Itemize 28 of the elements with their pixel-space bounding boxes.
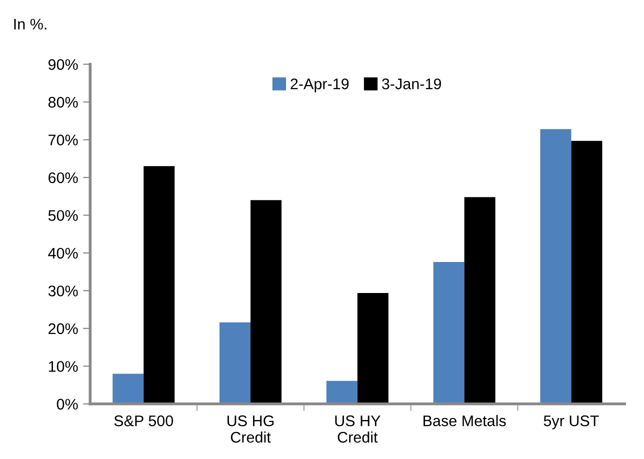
bar — [220, 322, 251, 404]
x-tick-label: 5yr UST — [544, 415, 599, 430]
bar — [326, 380, 358, 404]
y-tick-label: 40% — [48, 248, 78, 259]
y-tick-label: 80% — [48, 96, 78, 108]
bar — [540, 129, 572, 404]
bar — [250, 200, 282, 404]
y-tick-label: 0% — [56, 398, 78, 410]
bar — [464, 197, 496, 404]
legend-label: 3-Jan-19 — [382, 78, 442, 90]
y-tick-label: 60% — [48, 172, 78, 184]
y-tick-label: 50% — [48, 210, 78, 221]
bar — [357, 292, 388, 404]
bar — [433, 262, 464, 404]
y-tick-label: 90% — [48, 59, 78, 70]
bar — [571, 140, 602, 404]
x-tick-label: US HG Credit — [228, 415, 274, 443]
y-tick-label: 70% — [48, 134, 78, 146]
chart-subtitle: In %. — [14, 18, 46, 30]
x-tick-label: Base Metals — [424, 415, 506, 426]
bar — [112, 374, 144, 404]
x-tick-label: US HY Credit — [335, 415, 380, 443]
y-tick-label: 20% — [48, 323, 78, 334]
y-tick-label: 10% — [48, 361, 78, 372]
legend-label: 2-Apr-19 — [290, 78, 349, 92]
bar — [144, 166, 175, 404]
y-tick-label: 30% — [48, 286, 78, 296]
x-tick-label: S&P 500 — [114, 415, 174, 426]
